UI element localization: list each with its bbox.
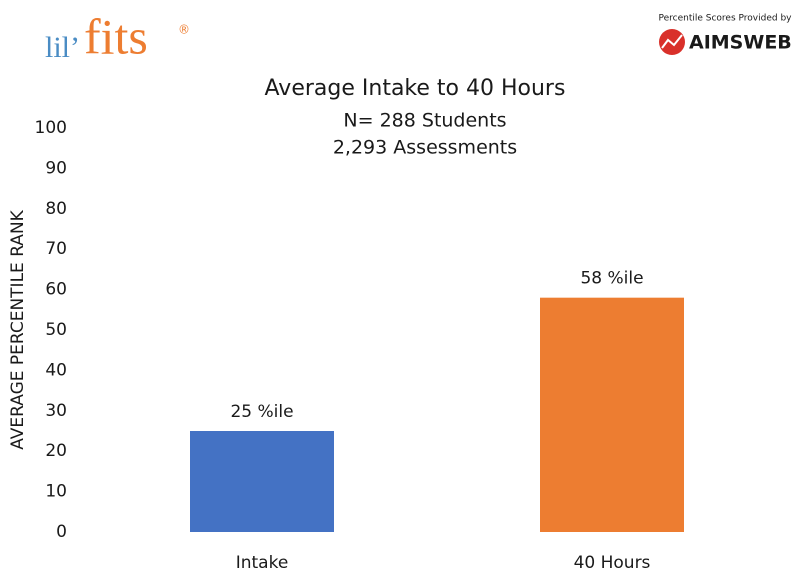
y-tick-label: 40 <box>45 360 67 380</box>
y-tick-label: 0 <box>56 522 67 542</box>
bar <box>540 297 684 532</box>
brand-registered: ® <box>178 23 190 37</box>
y-tick-label: 70 <box>45 239 67 259</box>
y-tick-label: 90 <box>45 158 67 178</box>
y-tick-label: 100 <box>35 118 67 138</box>
y-tick-label: 30 <box>45 401 67 421</box>
y-axis-label: AVERAGE PERCENTILE RANK <box>8 209 28 449</box>
chart-subtitle: 2,293 Assessments <box>333 137 517 159</box>
value-label: 25 %ile <box>230 402 293 422</box>
provider-icon-line <box>661 34 683 49</box>
brand-fits: fits <box>84 8 148 64</box>
provider-note: Percentile Scores Provided by <box>659 14 793 24</box>
x-tick-label: Intake <box>236 553 289 573</box>
provider-name: AIMSWEB <box>689 32 792 54</box>
chart-title: Average Intake to 40 Hours <box>265 76 566 101</box>
x-tick-label: 40 Hours <box>574 553 651 573</box>
bar <box>190 431 334 532</box>
value-label: 58 %ile <box>580 269 643 289</box>
y-tick-label: 80 <box>45 199 67 219</box>
chart-subtitle: N= 288 Students <box>343 110 506 132</box>
y-tick-label: 20 <box>45 441 67 461</box>
y-tick-label: 60 <box>45 280 67 300</box>
brand-lil: lil’ <box>45 31 80 64</box>
y-tick-label: 50 <box>45 320 67 340</box>
y-tick-label: 10 <box>45 482 67 502</box>
provider-icon <box>659 29 685 55</box>
